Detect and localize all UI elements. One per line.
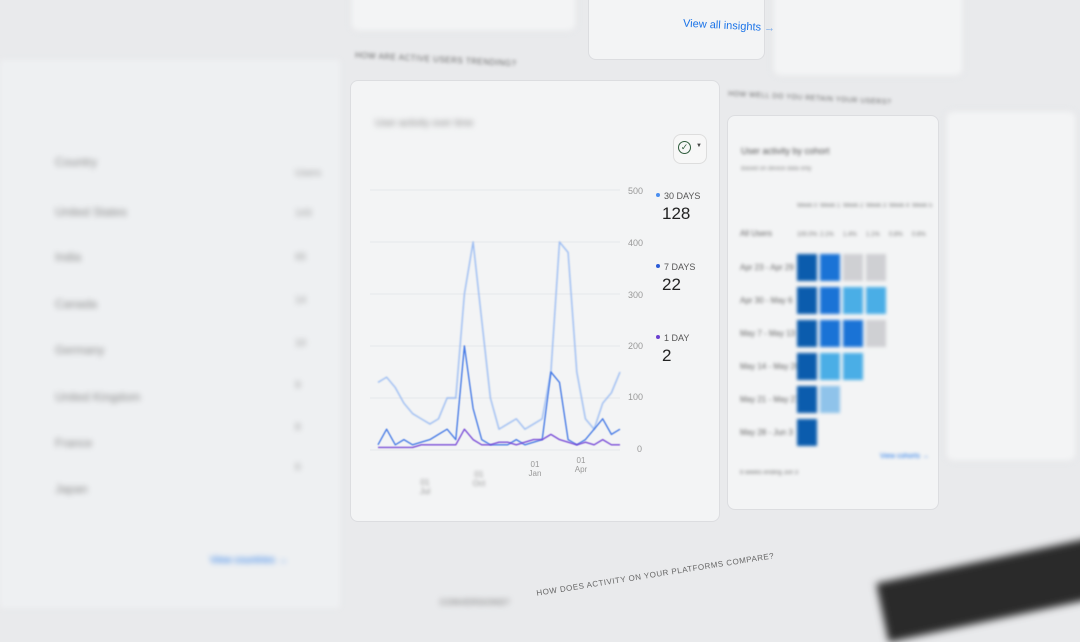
x-tick: 01 Apr — [574, 456, 588, 474]
y-tick: 400 — [628, 238, 644, 248]
y-tick: 100 — [628, 392, 644, 402]
country-label: Japan — [55, 482, 88, 496]
platforms-heading: HOW DOES ACTIVITY ON YOUR PLATFORMS COMP… — [535, 551, 775, 598]
cohort-row-label: Apr 23 - Apr 29 — [740, 263, 794, 272]
cohort-cell[interactable] — [843, 287, 863, 314]
cohort-cell[interactable] — [797, 419, 817, 446]
cohort-cell[interactable] — [866, 254, 886, 281]
cohort-column-header: Week 1 — [820, 203, 841, 209]
legend-7-days[interactable]: 7 DAYS 22 — [656, 257, 695, 295]
country-value: 10 — [295, 338, 307, 349]
cohort-cell[interactable] — [797, 254, 817, 281]
country-label: France — [55, 436, 93, 450]
users-header: Users — [295, 168, 322, 179]
chevron-down-icon: ▼ — [696, 143, 702, 149]
cohort-cell[interactable] — [820, 320, 840, 347]
series-line-30-days — [377, 241, 621, 430]
series-line-1-day — [378, 428, 620, 449]
legend-1-day[interactable]: 1 DAY 2 — [656, 328, 689, 366]
country-value: 143 — [295, 208, 312, 219]
x-tick: 01 Jan — [528, 460, 542, 478]
cohort-cell[interactable] — [820, 287, 840, 314]
all-users-value: 1.1% — [866, 232, 880, 238]
top-right-card — [772, 0, 964, 77]
country-value: 65 — [295, 252, 307, 263]
country-label: Canada — [55, 297, 98, 311]
cohort-cell[interactable] — [843, 254, 863, 281]
legend-value: 128 — [662, 204, 691, 223]
country-header: Country — [55, 155, 98, 169]
country-label: India — [55, 250, 82, 264]
country-value: 14 — [295, 295, 307, 306]
cohort-column-header: Week 0 — [797, 203, 818, 209]
check-circle-icon: ✓ — [678, 141, 691, 154]
conversions-heading: CONVERSIONS? — [440, 598, 510, 607]
compare-dropdown[interactable]: ✓ ▼ — [673, 134, 707, 164]
cohort-cell[interactable] — [797, 353, 817, 380]
activity-card — [350, 80, 720, 522]
view-countries-link[interactable]: View countries → — [210, 555, 288, 566]
cohort-cell[interactable] — [797, 287, 817, 314]
country-label: Germany — [55, 343, 105, 357]
activity-card-title: User activity over time — [375, 118, 474, 129]
cohort-cell[interactable] — [820, 386, 840, 413]
y-tick: 0 — [637, 444, 643, 454]
cohort-cell[interactable] — [820, 353, 840, 380]
cohort-row-label: May 28 - Jun 3 — [740, 428, 793, 437]
x-tick: 01 Oct — [472, 470, 486, 488]
country-value: 6 — [295, 462, 301, 473]
cohort-footer: 6 weeks ending Jun 3 — [740, 470, 799, 476]
legend-dot-icon — [656, 192, 660, 197]
series-line-7-days — [377, 345, 621, 446]
country-value: 8 — [295, 422, 301, 433]
legend-30-days[interactable]: 30 DAYS 128 — [656, 186, 700, 224]
all-users-value: 2.1% — [820, 232, 834, 238]
all-users-value: 1.4% — [843, 232, 857, 238]
all-users-value: 100.0% — [797, 232, 818, 238]
cohort-column-header: Week 5 — [912, 203, 933, 209]
cohort-row-label: Apr 30 - May 6 — [740, 296, 793, 305]
view-cohorts-link[interactable]: View cohorts → — [880, 453, 929, 460]
legend-label: 30 DAYS — [664, 191, 701, 201]
cohort-row-label: May 21 - May 27 — [740, 395, 800, 404]
cohort-cell[interactable] — [843, 353, 863, 380]
top-left-card — [350, 0, 577, 32]
y-tick: 500 — [628, 186, 644, 196]
cohort-row-label: May 7 - May 13 — [740, 329, 796, 338]
cohort-column-header: Week 4 — [889, 203, 910, 209]
all-users-value: 0.8% — [889, 232, 903, 238]
legend-label: 7 DAYS — [664, 262, 696, 272]
legend-label: 1 DAY — [664, 333, 690, 343]
legend-value: 22 — [662, 275, 681, 294]
activity-heading: HOW ARE ACTIVE USERS TRENDING? — [354, 50, 517, 69]
country-label: United States — [55, 205, 128, 219]
country-panel: Country Users United States 143 India 65 C… — [0, 60, 340, 608]
insights-card — [588, 0, 765, 60]
x-tick: 01 Jul — [419, 478, 431, 496]
retention-heading: HOW WELL DO YOU RETAIN YOUR USERS? — [727, 90, 892, 107]
all-users-label: All Users — [740, 229, 773, 238]
legend-dot-icon — [656, 334, 660, 339]
y-tick: 200 — [628, 341, 644, 351]
activity-line-chart — [370, 189, 621, 451]
all-users-value: 0.6% — [912, 232, 926, 238]
right-card — [945, 110, 1077, 462]
legend-dot-icon — [656, 263, 660, 268]
cohort-column-header: Week 2 — [843, 203, 864, 209]
legend-value: 2 — [662, 346, 672, 365]
country-label: United Kingdom — [55, 390, 141, 404]
cohort-cell[interactable] — [866, 320, 886, 347]
cohort-cell[interactable] — [866, 287, 886, 314]
cohort-cell[interactable] — [820, 254, 840, 281]
y-tick: 300 — [628, 290, 644, 300]
country-value: 9 — [295, 380, 301, 391]
cohort-card-title: User activity by cohort — [741, 146, 830, 156]
cohort-cell[interactable] — [797, 320, 817, 347]
cohort-cell[interactable] — [843, 320, 863, 347]
cohort-cell[interactable] — [797, 386, 817, 413]
cohort-card-subtitle: Based on device data only — [741, 166, 812, 172]
screen-bezel — [876, 537, 1080, 642]
cohort-column-header: Week 3 — [866, 203, 887, 209]
cohort-row-label: May 14 - May 20 — [740, 362, 800, 371]
